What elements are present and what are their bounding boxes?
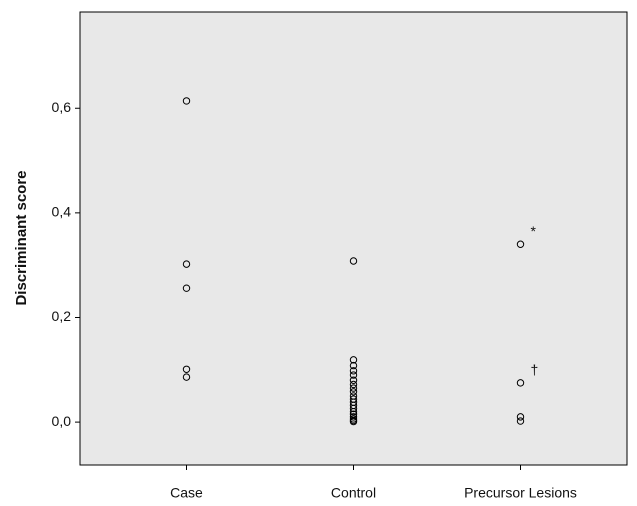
data-point (182, 373, 191, 381)
x-tick-label: Precursor Lesions (464, 485, 577, 501)
data-point (516, 379, 525, 387)
data-point (182, 365, 191, 373)
x-tick-label: Case (170, 485, 203, 501)
data-point (516, 240, 525, 248)
data-point (182, 260, 191, 268)
data-point (349, 388, 358, 396)
y-axis-title: Discriminant score (13, 170, 30, 305)
data-point (182, 97, 191, 105)
data-point (349, 356, 358, 364)
data-point (349, 404, 358, 413)
data-point (349, 380, 358, 389)
data-point (182, 284, 191, 292)
y-tick-label: 0,2 (52, 308, 72, 324)
data-point (349, 417, 358, 426)
data-point (349, 413, 358, 421)
data-point (349, 257, 358, 265)
plot-area (79, 11, 628, 466)
data-point (349, 361, 358, 370)
annotation: † (531, 362, 539, 378)
data-point (349, 371, 358, 379)
data-point (349, 367, 358, 375)
annotation: * (531, 223, 537, 239)
data-point (349, 376, 358, 384)
x-tick-label: Control (331, 485, 376, 501)
y-tick-label: 0,6 (52, 99, 72, 115)
data-point (349, 407, 358, 416)
data-point (349, 384, 358, 392)
y-tick-label: 0,0 (52, 413, 72, 429)
y-tick-label: 0,4 (52, 204, 72, 220)
data-point (516, 413, 525, 421)
data-point (516, 417, 525, 425)
